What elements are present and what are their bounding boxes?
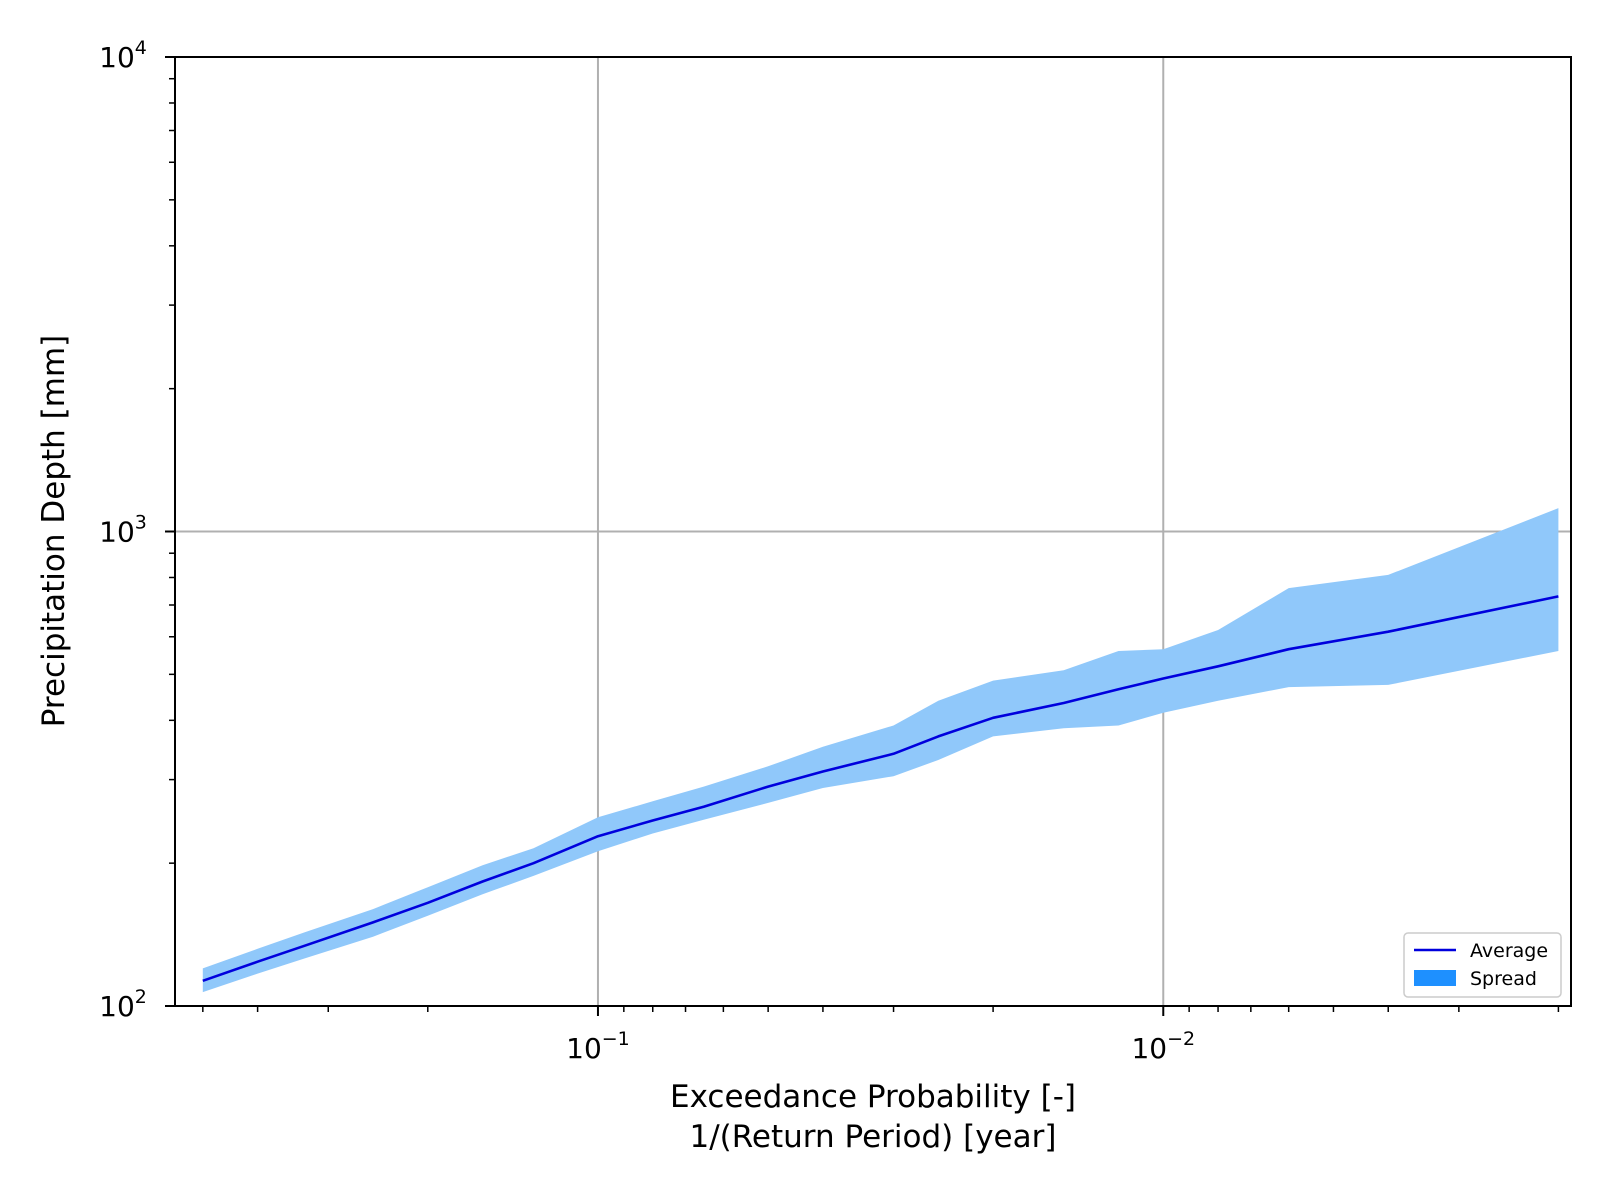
x-axis-title-line-2: 1/(Return Period) [year] xyxy=(690,1119,1057,1155)
y-tick-label-1: 103 xyxy=(99,512,147,549)
legend: Average Spread xyxy=(1403,932,1562,998)
legend-swatch-spread xyxy=(1414,970,1456,986)
x-axis-title-line-1: Exceedance Probability [-] xyxy=(670,1079,1076,1115)
y-axis-ticks: 102 103 104 xyxy=(99,37,175,1023)
y-tick-label-2: 104 xyxy=(99,37,147,74)
x-tick-label-0: 10−1 xyxy=(566,1028,630,1065)
y-tick-label-0: 102 xyxy=(99,986,147,1023)
y-axis-title: Precipitation Depth [mm] xyxy=(36,335,72,727)
legend-label-average: Average xyxy=(1470,940,1548,962)
average-line xyxy=(202,595,1559,983)
legend-label-spread: Spread xyxy=(1470,968,1537,990)
series-layer xyxy=(202,508,1559,993)
x-tick-label-1: 10−2 xyxy=(1131,1028,1195,1065)
x-axis-ticks: 10−1 10−2 xyxy=(566,1006,1195,1065)
spread-band xyxy=(202,508,1559,993)
